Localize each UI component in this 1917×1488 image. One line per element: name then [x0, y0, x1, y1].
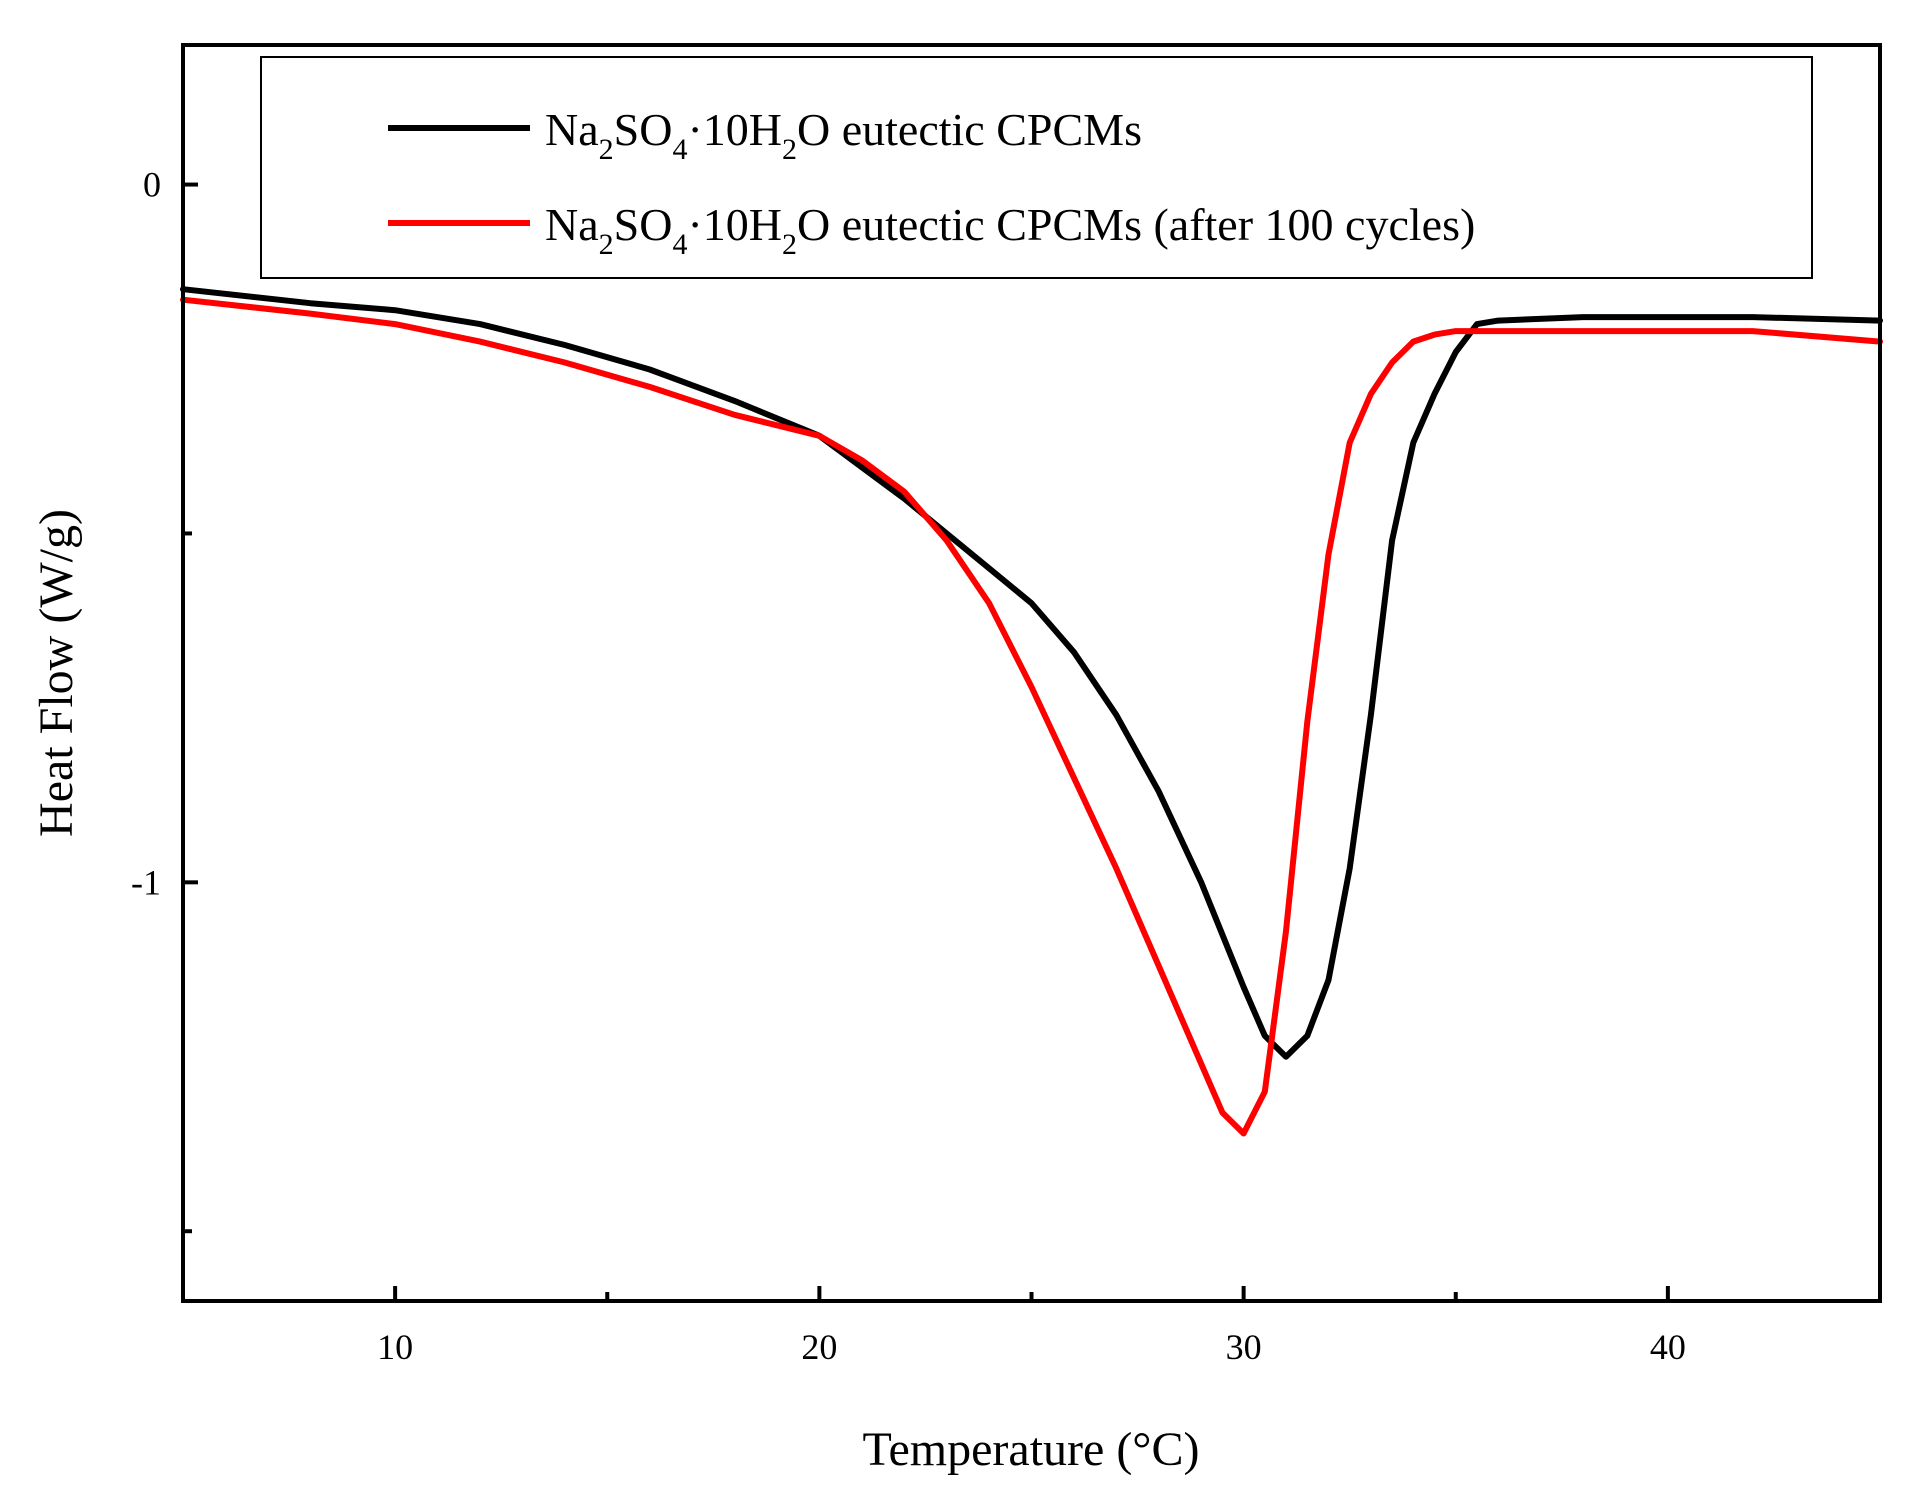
legend: Na2SO4·10H2O eutectic CPCMs Na2SO4·10H2O…: [260, 56, 1813, 279]
tick-labels-layer: 10 20 30 40 0 -1: [131, 165, 1686, 1367]
x-tick-label: 40: [1650, 1327, 1686, 1367]
y-tick-label: -1: [131, 862, 161, 902]
x-tick-label: 20: [801, 1327, 837, 1367]
ticks-layer: [183, 182, 1670, 1301]
y-tick-label: 0: [143, 165, 161, 205]
legend-box: [260, 56, 1813, 279]
series-line-2: [180, 296, 1883, 1137]
y-axis-title: Heat Flow (W/g): [30, 509, 83, 837]
x-axis-title: Temperature (°C): [862, 1423, 1199, 1476]
legend-label-series-2: Na2SO4·10H2O eutectic CPCMs (after 100 c…: [545, 199, 1475, 261]
legend-label-series-1: Na2SO4·10H2O eutectic CPCMs: [545, 104, 1142, 166]
x-tick-label: 10: [377, 1327, 413, 1367]
x-tick-label: 30: [1226, 1327, 1262, 1367]
series-layer: [180, 286, 1883, 1137]
